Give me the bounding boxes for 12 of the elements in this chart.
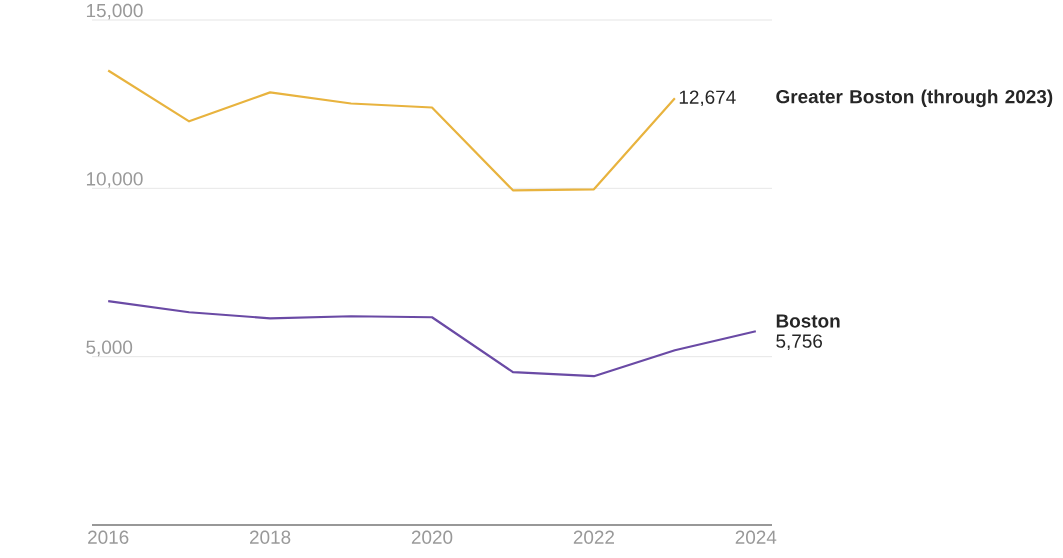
text: Greater Boston (through 2023) bbox=[776, 89, 1053, 108]
x-tick-label: 2022 bbox=[573, 530, 614, 544]
data-label: 5,756 bbox=[776, 334, 823, 351]
data-label: 12,674 bbox=[679, 90, 736, 107]
x-tick-label: 2016 bbox=[88, 530, 129, 544]
y-tick-label: 5,000 bbox=[86, 340, 133, 357]
series-label: Boston bbox=[776, 314, 840, 328]
x-tick-label: 2018 bbox=[249, 530, 291, 544]
x-tick-label: 2024 bbox=[735, 530, 777, 544]
y-tick-label: 10,000 bbox=[86, 172, 143, 188]
y-tick-label: 15,000 bbox=[86, 3, 143, 20]
x-tick-label: 2020 bbox=[411, 530, 453, 544]
